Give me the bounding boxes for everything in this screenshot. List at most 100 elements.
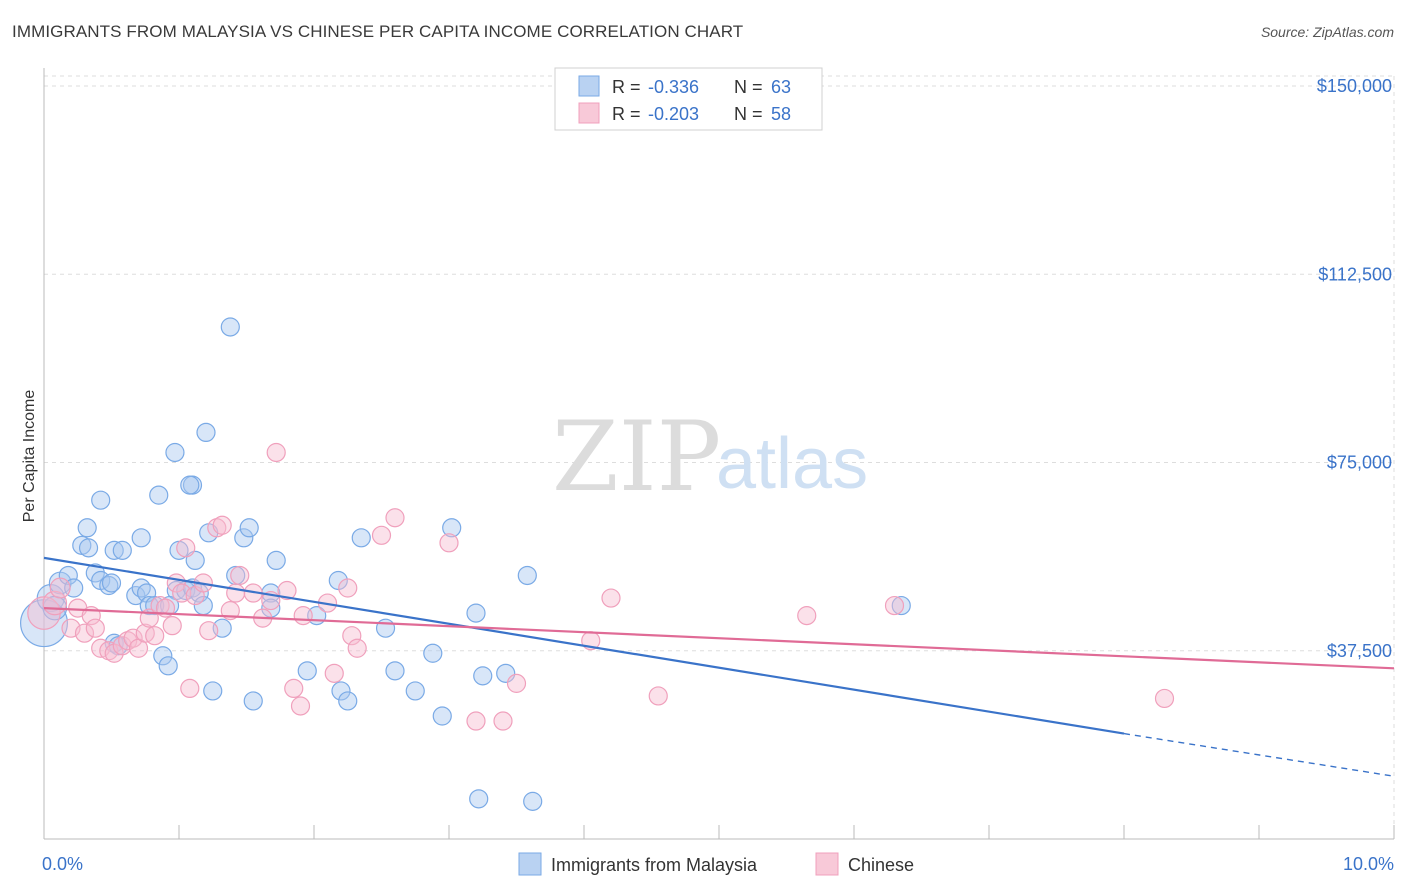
- malaysia-point: [220, 317, 240, 337]
- chinese-point: [162, 616, 182, 636]
- series-legend: Immigrants from Malaysia Chinese: [518, 852, 914, 876]
- malaysia-point: [99, 575, 119, 596]
- chinese-point: [347, 638, 367, 658]
- series-legend-label-chinese: Chinese: [848, 855, 914, 875]
- malaysia-point: [77, 518, 97, 538]
- series-legend-label-malaysia: Immigrants from Malaysia: [551, 855, 758, 875]
- chinese-point: [342, 626, 362, 646]
- watermark-zip: ZIP: [552, 401, 721, 513]
- chinese-point: [266, 442, 286, 463]
- malaysia-point: [473, 666, 493, 686]
- watermark-atlas: atlas: [716, 424, 868, 504]
- malaysia-point: [165, 442, 185, 463]
- malaysia-trend-line: [43, 556, 1125, 735]
- malaysia-point: [517, 565, 537, 586]
- legend-r-value-chinese: -0.203: [648, 104, 699, 124]
- malaysia-trend-extension: [1123, 732, 1395, 777]
- chinese-point: [226, 583, 246, 603]
- series-malaysia-points: [20, 317, 911, 811]
- y-axis-title: Per Capita Income: [21, 390, 38, 523]
- malaysia-point: [239, 518, 259, 538]
- series-legend-swatch-chinese: [815, 852, 839, 876]
- chinese-point: [506, 673, 527, 693]
- chinese-point: [439, 533, 459, 553]
- x-tick-label-end: 10.0%: [1343, 854, 1394, 874]
- chinese-point: [466, 711, 486, 731]
- chinese-point: [797, 606, 817, 626]
- chinese-point: [601, 588, 621, 608]
- legend-swatch-chinese: [578, 102, 600, 124]
- y-tick-label: $75,000: [1327, 453, 1392, 473]
- malaysia-point: [523, 791, 543, 811]
- malaysia-point: [261, 598, 281, 618]
- malaysia-point: [91, 490, 111, 510]
- chinese-point: [1154, 688, 1175, 709]
- malaysia-point: [234, 528, 254, 548]
- y-tick-label: $37,500: [1327, 641, 1392, 661]
- chinese-point: [385, 508, 405, 528]
- chinese-point: [284, 678, 304, 699]
- chinese-point: [884, 595, 905, 616]
- chinese-point: [277, 580, 297, 601]
- chinese-point: [648, 686, 668, 706]
- malaysia-point: [405, 681, 425, 701]
- malaysia-point: [466, 603, 486, 623]
- malaysia-point: [496, 663, 516, 683]
- malaysia-point: [131, 528, 151, 548]
- chinese-point: [49, 577, 71, 599]
- chinese-point: [104, 643, 124, 663]
- chinese-point: [85, 618, 105, 638]
- malaysia-point: [338, 691, 358, 711]
- malaysia-point: [158, 656, 178, 676]
- chinese-point: [324, 663, 344, 683]
- malaysia-point: [149, 485, 169, 505]
- malaysia-point: [469, 789, 489, 809]
- chinese-point: [180, 678, 200, 699]
- malaysia-point: [297, 661, 317, 681]
- malaysia-point: [104, 540, 124, 560]
- chinese-trend-line: [43, 606, 1395, 670]
- malaysia-point: [112, 540, 132, 560]
- legend-r-value-malaysia: -0.336: [648, 77, 699, 97]
- source-label: Source: ZipAtlas.com: [1260, 24, 1394, 40]
- chinese-point: [371, 525, 392, 545]
- chinese-point: [199, 621, 219, 641]
- legend-r-label-malaysia: R =: [612, 77, 641, 97]
- malaysia-point: [385, 661, 405, 681]
- chinese-point: [145, 626, 165, 646]
- legend-n-label-chinese: N =: [734, 104, 763, 124]
- chinese-point: [176, 538, 196, 558]
- malaysia-point: [243, 691, 263, 711]
- malaysia-point: [432, 706, 452, 726]
- chinese-point: [290, 696, 311, 716]
- chinese-point: [338, 578, 358, 598]
- malaysia-point: [153, 646, 173, 666]
- malaysia-point: [58, 565, 78, 586]
- malaysia-point: [180, 475, 200, 495]
- legend-swatch-malaysia: [578, 75, 600, 97]
- y-tick-label: $112,500: [1318, 264, 1392, 284]
- chart-title: IMMIGRANTS FROM MALAYSIA VS CHINESE PER …: [12, 22, 744, 41]
- trend-lines: [43, 556, 1395, 777]
- malaysia-point: [196, 422, 216, 443]
- x-tick-label-start: 0.0%: [42, 854, 83, 874]
- axes: [43, 68, 1394, 840]
- chinese-point: [230, 565, 250, 586]
- y-tick-labels: $37,500 $75,000 $112,500 $150,000: [1317, 76, 1392, 661]
- chinese-point: [220, 601, 240, 621]
- legend-n-value-chinese: 58: [771, 104, 791, 124]
- x-tick-labels: 0.0% 10.0%: [42, 854, 1394, 874]
- correlation-legend: R = -0.336 N = 63 R = -0.203 N = 58: [554, 67, 823, 131]
- malaysia-point: [375, 618, 396, 638]
- legend-n-value-malaysia: 63: [771, 77, 791, 97]
- malaysia-point: [78, 538, 99, 558]
- y-tick-label: $150,000: [1317, 76, 1392, 96]
- malaysia-point: [891, 595, 911, 616]
- series-legend-swatch-malaysia: [518, 852, 542, 876]
- watermark: ZIP atlas: [552, 401, 868, 513]
- malaysia-point: [203, 681, 223, 701]
- chinese-point: [123, 628, 143, 648]
- malaysia-point: [442, 518, 462, 538]
- malaysia-point: [331, 681, 351, 701]
